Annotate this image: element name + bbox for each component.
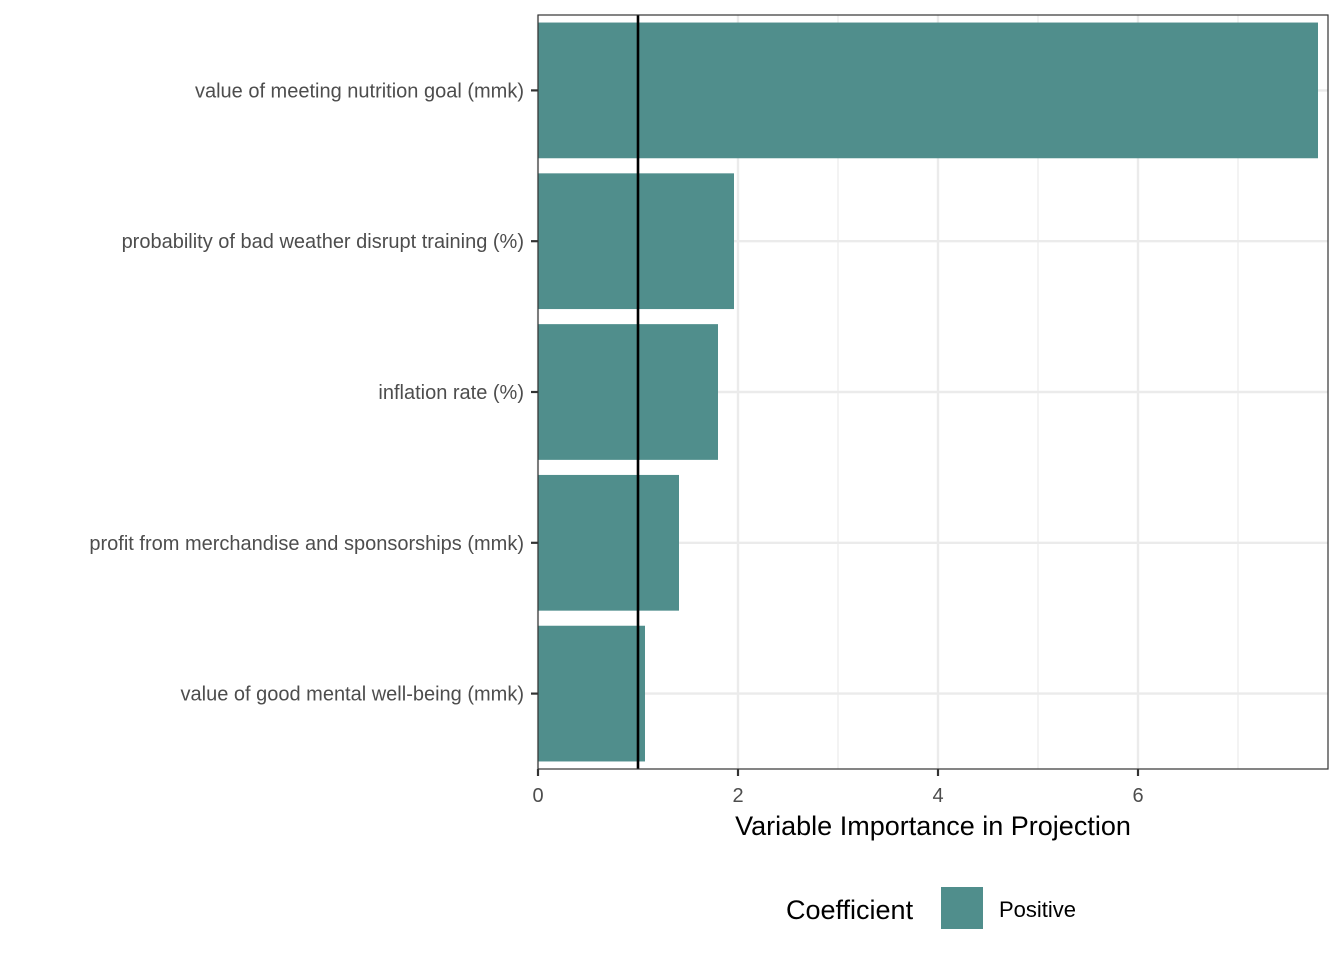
x-tick-label: 0 [532,785,543,807]
x-tick-label: 6 [1132,785,1143,807]
bar [538,324,718,460]
y-tick-label: profit from merchandise and sponsorships… [89,533,524,555]
bar [538,474,679,611]
bar [538,22,1318,159]
legend: Coefficient Positive [786,887,1076,929]
legend-title: Coefficient [786,895,914,925]
x-tick-label: 2 [732,785,743,807]
y-tick-label: inflation rate (%) [378,382,524,404]
x-axis: 0 2 4 6 [532,769,1144,807]
bar [538,625,645,762]
x-tick-label: 4 [932,785,943,807]
legend-label-positive: Positive [999,897,1076,922]
y-axis: value of meeting nutrition goal (mmk) pro… [89,80,538,706]
bars [538,22,1318,762]
x-axis-title: Variable Importance in Projection [735,811,1131,841]
y-tick-label: probability of bad weather disrupt train… [122,231,524,253]
y-tick-label: value of meeting nutrition goal (mmk) [195,80,524,102]
legend-key-positive [941,887,983,929]
bar [538,173,734,310]
y-tick-label: value of good mental well-being (mmk) [181,684,525,706]
